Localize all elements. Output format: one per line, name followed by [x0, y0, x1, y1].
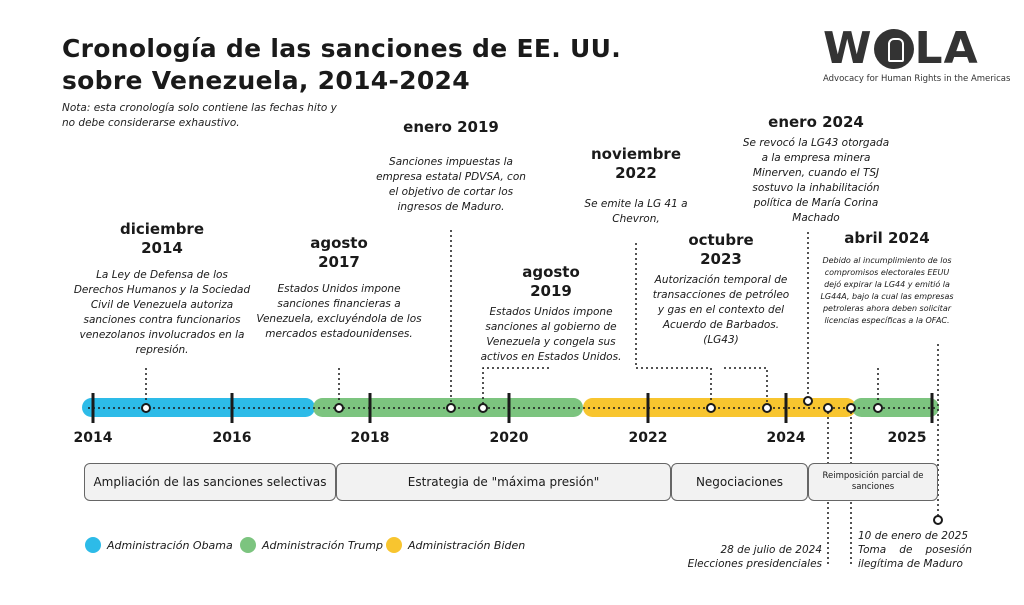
event-description: Elecciones presidenciales: [687, 558, 822, 570]
marker-ene-2019: [446, 403, 456, 413]
marker-posesion: [933, 515, 943, 525]
title-line-1: Cronología de las sanciones de EE. UU.: [62, 34, 622, 63]
event-description: Toma de posesión ilegítima de Maduro: [858, 544, 972, 570]
year-label: 2024: [766, 430, 806, 446]
legend-item-trump: Administración Trump: [240, 537, 383, 553]
marker-ago-2017: [334, 403, 344, 413]
event-abr-2024: abril 2024 Debido al incumplimiento de l…: [818, 229, 956, 327]
marker-oct-2023: [762, 403, 772, 413]
year-label: 2022: [628, 430, 668, 446]
event-ene-2024: enero 2024 Se revocó la LG43 otorgada a …: [740, 113, 892, 226]
event-date: octubre 2023: [688, 231, 754, 268]
event-description: La Ley de Defensa de los Derechos Humano…: [73, 269, 251, 356]
event-description: Se revocó la LG43 otorgada a la empresa …: [742, 137, 890, 224]
event-date: noviembre 2022: [590, 145, 681, 182]
year-label: 2014: [73, 430, 113, 446]
logo-wordmark: W LA: [823, 23, 979, 74]
marker-ago-2019: [478, 403, 488, 413]
phase-box: Estrategia de "máxima presión": [336, 463, 671, 501]
year-label: 2016: [212, 430, 252, 446]
legend-label: Administración Biden: [408, 538, 526, 552]
legend-swatch: [386, 537, 402, 553]
event-ago-2017: agosto 2017 Estados Unidos impone sancion…: [254, 234, 424, 342]
event-posesion-2025: 10 de enero de 2025 Toma de posesión ile…: [858, 529, 972, 571]
event-description: Sanciones impuestas la empresa estatal P…: [376, 156, 526, 213]
marker-nov-2022: [706, 403, 716, 413]
event-date: 10 de enero de 2025: [858, 530, 968, 542]
event-ago-2019: agosto 2019 Estados Unidos impone sancion…: [480, 263, 622, 365]
event-date: enero 2024: [768, 113, 864, 131]
logo-tagline: Advocacy for Human Rights in the America…: [823, 74, 1011, 84]
event-dic-2014: diciembre 2014 La Ley de Defensa de los D…: [72, 220, 252, 358]
title-line-2: sobre Venezuela, 2014-2024: [62, 66, 470, 95]
event-date: 28 de julio de 2024: [720, 544, 822, 556]
event-description: Estados Unidos impone sanciones al gobie…: [480, 306, 622, 363]
legend-swatch: [85, 537, 101, 553]
marker-ene-2025: [846, 403, 856, 413]
year-label: 2025: [887, 430, 927, 446]
event-description: Autorización temporal de transacciones d…: [652, 274, 790, 346]
legend-label: Administración Trump: [262, 538, 383, 552]
marker-ene-2024: [803, 396, 813, 406]
legend-item-biden: Administración Biden: [386, 537, 525, 553]
event-description: Se emite la LG 41 a Chevron,: [584, 198, 688, 225]
legend-label: Administración Obama: [107, 538, 233, 552]
phase-box: Ampliación de las sanciones selectivas: [84, 463, 336, 501]
event-date: enero 2019: [403, 118, 499, 136]
marker-dic-2014: [141, 403, 151, 413]
event-nov-2022: noviembre 2022 Se emite la LG 41 a Chevro…: [568, 145, 704, 227]
marker-abr-2024: [873, 403, 883, 413]
year-label: 2018: [350, 430, 390, 446]
event-description: Estados Unidos impone sanciones financie…: [256, 283, 422, 340]
phase-box: Negociaciones: [671, 463, 808, 501]
marker-jul-2024: [823, 403, 833, 413]
event-oct-2023: octubre 2023 Autorización temporal de tra…: [648, 231, 794, 348]
band-trump-2: [852, 398, 939, 417]
event-date: abril 2024: [844, 229, 930, 247]
year-ticks: [91, 393, 934, 423]
event-description: Debido al incumplimiento de los compromi…: [820, 256, 954, 325]
year-label: 2020: [489, 430, 529, 446]
event-ene-2019: enero 2019 Sanciones impuestas la empres…: [370, 118, 532, 215]
event-date: agosto 2019: [522, 263, 580, 300]
logo-emblem-icon: [873, 29, 914, 69]
phase-box: Reimposición parcial de sanciones: [808, 463, 938, 501]
legend-swatch: [240, 537, 256, 553]
wola-logo: W LA Advocacy for Human Rights in the Ame…: [823, 23, 1011, 85]
event-elecciones-2024: 28 de julio de 2024 Elecciones presidenc…: [664, 543, 822, 571]
event-date: agosto 2017: [310, 234, 368, 271]
page-title: Cronología de las sanciones de EE. UU. s…: [62, 33, 622, 97]
event-date: diciembre 2014: [119, 220, 205, 257]
disclaimer-note: Nota: esta cronología solo contiene las …: [62, 102, 337, 129]
legend-item-obama: Administración Obama: [85, 537, 233, 553]
